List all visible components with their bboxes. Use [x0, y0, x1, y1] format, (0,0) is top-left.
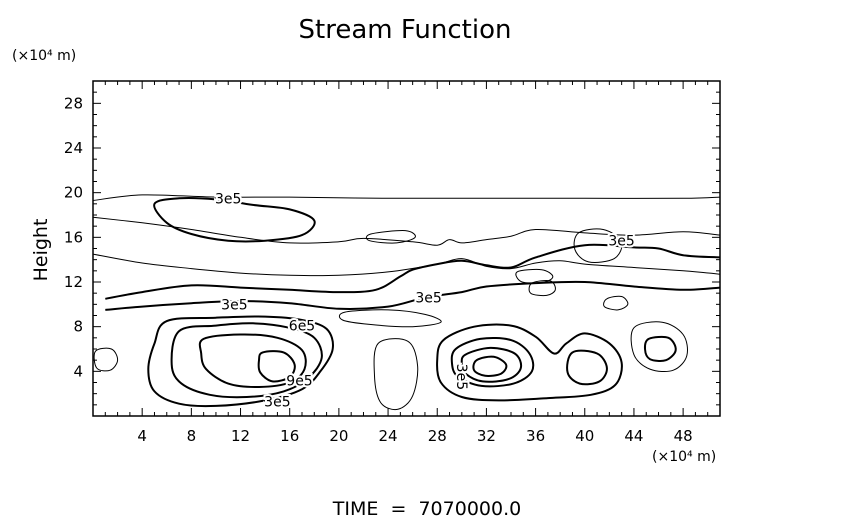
contour-label-2: 3e5: [221, 297, 247, 313]
y-tick-label: 8: [73, 318, 83, 336]
x-tick-label: 36: [526, 427, 545, 445]
y-unit-label: (×10⁴ m): [12, 48, 76, 64]
x-tick-label: 48: [674, 427, 693, 445]
x-tick-label: 40: [575, 427, 594, 445]
contour-labels: 3e5 3e5 3e5 3e5 6e5 9e5 3e5 3e5: [213, 189, 637, 412]
x-tick-label: 12: [231, 427, 250, 445]
x-tick-label: 24: [379, 427, 398, 445]
contour-line-13: [472, 355, 508, 377]
contour-line-21: [365, 230, 416, 244]
contour-line-0: [92, 216, 721, 246]
contour-line-6: [147, 315, 334, 408]
y-tick-label: 28: [64, 94, 83, 112]
y-tick-label: 20: [64, 184, 83, 202]
y-axis-label: Height: [30, 219, 52, 282]
chart-title: Stream Function: [299, 15, 512, 45]
contour-line-23: [603, 295, 629, 311]
contour-line-3: [105, 243, 721, 300]
contour-line-2: [92, 253, 721, 277]
x-tick-label: 44: [624, 427, 643, 445]
y-tick-label: 24: [64, 139, 83, 157]
contour-line-5: [105, 280, 721, 311]
x-tick-label: 4: [137, 427, 147, 445]
contour-line-16: [643, 335, 677, 362]
contour-line-9: [257, 350, 296, 383]
contour-line-10: [436, 323, 623, 402]
contour-line-22: [515, 268, 554, 284]
x-tick-label: 20: [329, 427, 348, 445]
contour-label-6: 3e5: [264, 395, 290, 411]
contour-line-7: [170, 322, 323, 399]
contour-label-1: 3e5: [608, 234, 634, 250]
y-axis: 4 8 12 16 20 24 28: [64, 91, 720, 406]
contour-line-12: [460, 346, 523, 383]
x-tick-label: 32: [477, 427, 496, 445]
contour-line-14: [566, 349, 608, 386]
x-axis: 4 8 12 16 20 24 28 32 36 40 44 48: [104, 81, 709, 445]
contour-label-3: 3e5: [415, 291, 441, 307]
contour-label-0: 3e5: [215, 191, 241, 207]
contour-label-5: 9e5: [286, 373, 312, 389]
contour-line-8: [198, 333, 307, 389]
x-unit-label: (×10⁴ m): [652, 449, 716, 465]
y-tick-label: 12: [64, 273, 83, 291]
contour-line-17: [93, 347, 119, 372]
contour-line-19: [573, 228, 623, 263]
y-tick-label: 4: [73, 362, 83, 380]
contour-line-1: [92, 194, 721, 201]
contour-line-11: [450, 337, 535, 388]
x-tick-label: 8: [187, 427, 197, 445]
y-tick-label: 16: [64, 228, 83, 246]
contour-line-4: [153, 196, 316, 243]
x-tick-label: 28: [428, 427, 447, 445]
contour-lines: [92, 194, 721, 411]
time-footer: TIME = 7070000.0: [332, 498, 521, 519]
contour-line-24: [338, 309, 442, 328]
contour-label-7: 3e5: [453, 364, 469, 390]
contour-line-15: [630, 321, 688, 373]
x-tick-label: 16: [280, 427, 299, 445]
contour-label-4: 6e5: [289, 319, 315, 335]
contour-line-18: [373, 338, 419, 411]
